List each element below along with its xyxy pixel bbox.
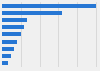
Bar xyxy=(2,4,96,8)
Bar xyxy=(2,18,27,22)
Bar xyxy=(2,25,24,29)
Bar xyxy=(2,61,8,65)
Bar xyxy=(2,47,14,51)
Bar xyxy=(2,11,62,15)
Bar xyxy=(2,54,11,58)
Bar xyxy=(2,40,17,44)
Bar xyxy=(2,32,21,36)
